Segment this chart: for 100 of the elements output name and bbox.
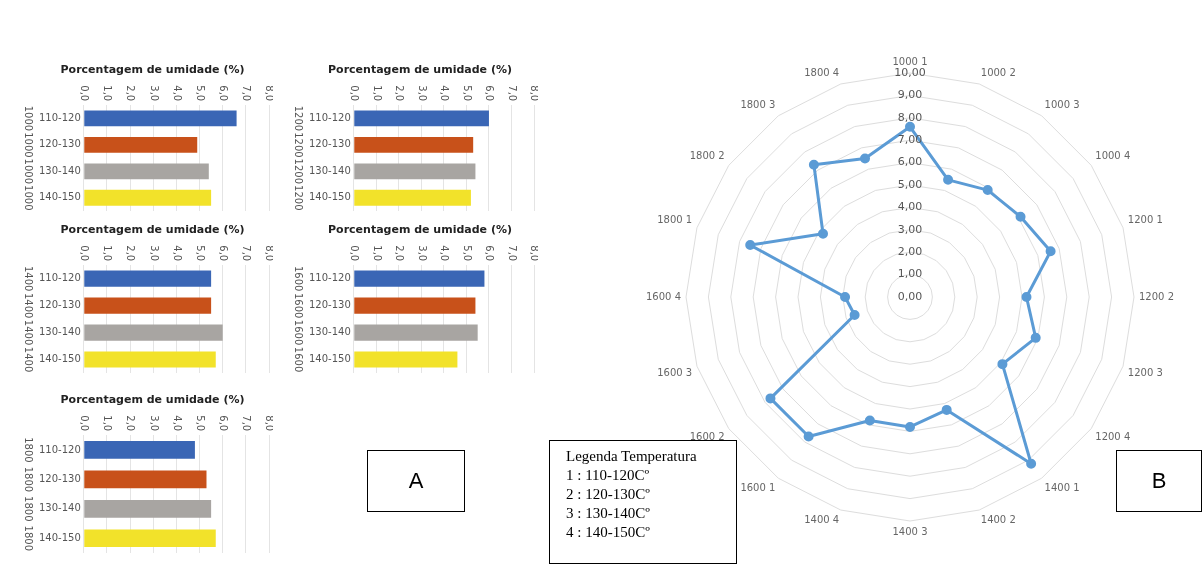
x-tick-label: 1,0 — [102, 85, 114, 102]
bar — [354, 136, 474, 153]
x-tick-label: 4,0 — [171, 245, 183, 262]
text: 1400 — [23, 292, 35, 319]
text: 1600 — [293, 346, 305, 373]
x-tick-label: 8,0 — [529, 85, 541, 102]
x-tick-label: 8,0 — [264, 415, 276, 432]
spoke-label: 1000 2 — [980, 66, 1016, 78]
x-tick-label: 3,0 — [148, 85, 160, 102]
spoke-label: 1000 1 — [892, 55, 928, 67]
text: 4 : 140-150Cº — [566, 523, 651, 542]
x-tick-label: 3,0 — [416, 85, 428, 102]
text: 1600 — [293, 319, 305, 346]
x-tick-label: 7,0 — [241, 85, 253, 102]
y-tick-label: 0,00 — [897, 289, 923, 303]
y-tick-label: 4,00 — [897, 200, 923, 214]
bar — [354, 189, 471, 206]
bar — [84, 110, 237, 127]
text: 1400 — [23, 319, 35, 346]
spoke-label: 1600 2 — [689, 431, 725, 443]
spoke-label: 1400 1 — [1044, 481, 1080, 493]
x-tick-label: 0,0 — [349, 245, 361, 262]
spoke-label: 1600 1 — [740, 481, 776, 493]
spoke-label: 1400 4 — [804, 514, 840, 526]
x-tick-label: 0,0 — [79, 245, 91, 262]
chart-title: Porcentagem de umidade (%) — [328, 223, 512, 237]
x-tick-label: 5,0 — [461, 245, 473, 262]
spoke-label: 1000 4 — [1095, 149, 1131, 161]
text: 1000 — [23, 132, 35, 158]
x-tick-label: 5,0 — [461, 85, 473, 102]
bar — [84, 136, 198, 153]
spoke-label: 1800 1 — [657, 213, 693, 225]
text: 1200 — [293, 132, 305, 158]
x-tick-label: 3,0 — [148, 245, 160, 262]
text: 2 : 120-130Cº — [566, 485, 651, 504]
spoke-label: 1800 2 — [689, 149, 725, 161]
y-tick-label: 140-150 — [38, 531, 81, 543]
spoke-label: 1200 3 — [1127, 367, 1163, 379]
y-tick-label: 140-150 — [308, 191, 351, 203]
x-tick-label: 7,0 — [506, 245, 518, 262]
text: 1800 — [23, 496, 35, 522]
y-tick-label: 2,00 — [897, 245, 923, 259]
y-tick-label: 140-150 — [38, 353, 81, 365]
y-tick-label: 130-140 — [38, 502, 81, 514]
y-tick-label: 110-120 — [38, 272, 81, 284]
text: 1600 — [293, 292, 305, 319]
x-tick-label: 6,0 — [218, 415, 230, 432]
bar — [354, 351, 458, 368]
y-tick-label: 8,00 — [897, 110, 923, 124]
chart-title: Porcentagem de umidade (%) — [60, 223, 245, 237]
x-tick-label: 4,0 — [171, 85, 183, 102]
text: 1000 — [23, 185, 35, 211]
x-tick-label: 6,0 — [218, 245, 230, 262]
chart-title: Porcentagem de umidade (%) — [60, 63, 245, 77]
x-tick-label: 8,0 — [264, 245, 276, 262]
bar — [84, 163, 209, 180]
x-tick-label: 5,0 — [194, 245, 206, 262]
x-tick-label: 0,0 — [79, 85, 91, 102]
y-tick-label: 110-120 — [308, 272, 351, 284]
text: 1800 — [23, 466, 35, 493]
x-tick-label: 8,0 — [264, 85, 276, 102]
y-tick-label: 6,00 — [897, 155, 923, 169]
text: 1000 — [23, 105, 35, 132]
x-tick-label: 7,0 — [241, 415, 253, 432]
x-tick-label: 6,0 — [484, 245, 496, 262]
y-tick-label: 130-140 — [308, 326, 351, 338]
spoke-label: 1200 4 — [1095, 431, 1131, 443]
x-tick-label: 2,0 — [125, 85, 137, 102]
x-tick-label: 8,0 — [529, 245, 541, 262]
x-tick-label: 0,0 — [349, 85, 361, 102]
x-tick-label: 1,0 — [371, 245, 383, 262]
x-tick-label: 5,0 — [194, 415, 206, 432]
bar — [354, 297, 476, 314]
y-tick-label: 1,00 — [897, 267, 923, 281]
y-tick-label: 110-120 — [38, 112, 81, 124]
x-tick-label: 4,0 — [171, 415, 183, 432]
text: B — [1151, 468, 1167, 494]
x-tick-label: 4,0 — [439, 245, 451, 262]
y-tick-label: 120-130 — [308, 299, 351, 311]
spoke-label: 1600 3 — [657, 367, 693, 379]
text: 1600 — [293, 265, 305, 292]
spoke-label: 1400 2 — [980, 514, 1016, 526]
y-tick-label: 3,00 — [897, 222, 923, 236]
y-tick-label: 140-150 — [308, 353, 351, 365]
text: 1200 — [293, 158, 305, 185]
spoke-label: 1800 4 — [804, 66, 840, 78]
y-tick-label: 120-130 — [308, 138, 351, 150]
y-tick-label: 110-120 — [38, 443, 81, 455]
x-tick-label: 6,0 — [484, 85, 496, 102]
spoke-label: 1600 4 — [646, 290, 681, 302]
x-tick-label: 2,0 — [125, 245, 137, 262]
spoke-label: 1800 3 — [740, 99, 776, 111]
bar — [354, 163, 476, 180]
chart-title: Porcentagem de umidade (%) — [328, 63, 512, 77]
spoke-label: 1000 3 — [1044, 99, 1080, 111]
y-tick-label: 9,00 — [897, 88, 923, 102]
x-tick-label: 1,0 — [102, 415, 114, 432]
text: 1200 — [293, 105, 305, 132]
y-tick-label: 110-120 — [308, 112, 351, 124]
chart-title: Porcentagem de umidade (%) — [60, 393, 245, 407]
